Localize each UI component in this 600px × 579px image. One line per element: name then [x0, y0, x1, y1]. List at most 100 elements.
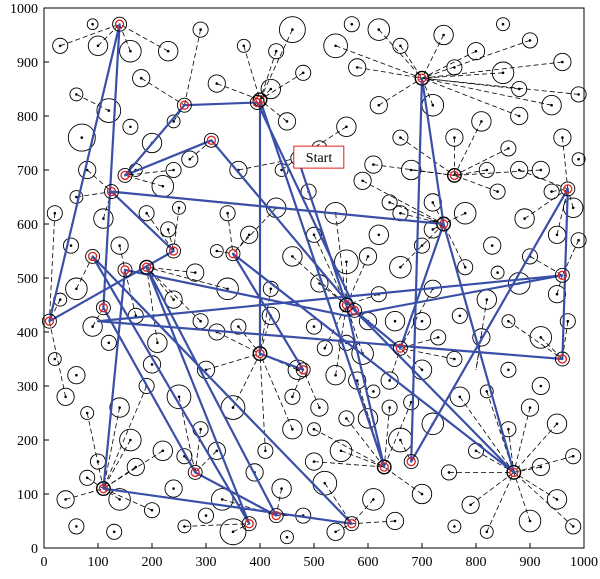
link-line	[421, 40, 531, 79]
node-dot	[102, 217, 105, 220]
node-dot	[291, 28, 294, 31]
node-dot	[91, 22, 94, 26]
node-dot	[280, 487, 283, 490]
link-line	[470, 472, 515, 506]
node-circle	[546, 413, 568, 434]
node-circle	[449, 386, 470, 407]
node-circle	[166, 384, 192, 410]
link-line	[232, 353, 261, 408]
waypoint-ring	[554, 267, 570, 283]
waypoint-ring	[338, 297, 354, 313]
link-line	[124, 169, 174, 176]
node-dot	[577, 238, 580, 242]
node-circle	[80, 406, 95, 420]
node-dot	[474, 49, 478, 53]
node-dot	[517, 87, 521, 91]
node-dot	[193, 271, 197, 274]
node-circle	[52, 37, 69, 54]
node-dot	[291, 427, 294, 431]
node-circle	[471, 111, 492, 132]
node-dot	[366, 255, 370, 258]
waypoint-marker	[298, 365, 308, 375]
node-dot	[507, 427, 510, 431]
waypoint-ring	[117, 167, 133, 183]
link-line	[351, 499, 374, 524]
link-line	[259, 72, 304, 101]
link-line	[60, 23, 120, 47]
node-circle	[56, 387, 75, 406]
link-line	[103, 488, 120, 500]
node-dot	[64, 395, 67, 399]
node-circle	[412, 312, 432, 331]
node-dot	[96, 44, 100, 48]
node-circle	[67, 123, 96, 152]
node-dot	[453, 525, 456, 528]
node-circle	[304, 452, 324, 471]
node-dot	[550, 103, 553, 107]
waypoint-ring	[554, 351, 570, 367]
node-circle	[489, 183, 506, 200]
node-dot	[453, 66, 456, 69]
node-dot	[501, 71, 505, 75]
node-dot	[577, 93, 580, 96]
node-circle	[367, 18, 391, 41]
x-tick-label: 900	[520, 555, 541, 570]
node-dot	[480, 120, 483, 123]
link-line	[400, 223, 444, 268]
axis-ticks: 0 100 200 300 400 500 600 700 800 900 1000 0 100 200 3…	[10, 2, 598, 570]
waypoint-marker	[255, 348, 265, 359]
node-dot	[150, 363, 154, 366]
node-dot	[539, 465, 543, 469]
y-tick-label: 0	[31, 542, 38, 557]
node-dot	[312, 427, 316, 431]
node-dot	[172, 168, 175, 172]
node-dot	[107, 109, 111, 112]
node-dot	[177, 395, 181, 399]
link-line	[357, 67, 423, 79]
node-dot	[388, 406, 391, 409]
node-circle	[280, 530, 294, 545]
node-circle	[164, 479, 183, 498]
link-line	[49, 321, 66, 397]
node-dot	[517, 168, 521, 172]
node-circle	[271, 478, 292, 499]
start-marker: Start	[293, 145, 345, 169]
node-dot	[442, 33, 445, 37]
node-circle	[501, 314, 516, 329]
node-dot	[431, 103, 435, 107]
node-circle	[338, 410, 355, 427]
link-line	[216, 250, 234, 255]
x-tick-label: 600	[358, 555, 379, 570]
node-circle	[380, 371, 399, 390]
node-dot	[285, 535, 289, 539]
y-tick-label: 700	[17, 164, 38, 179]
node-circle	[141, 132, 163, 154]
node-circle	[368, 224, 389, 245]
waypoint-ring	[506, 464, 522, 480]
link-line	[275, 488, 282, 516]
node-dot	[301, 71, 305, 75]
node-dot	[420, 319, 424, 323]
link-line	[389, 348, 401, 381]
waypoint-marker	[557, 270, 568, 280]
node-dot	[507, 147, 510, 150]
link-line	[86, 412, 104, 489]
node-dot	[80, 136, 84, 139]
link-line	[443, 223, 466, 268]
node-dot	[528, 406, 532, 409]
node-circle	[384, 311, 406, 332]
node-circle	[411, 483, 433, 505]
waypoint-ring	[392, 340, 408, 356]
waypoint-ring	[95, 481, 111, 497]
node-dot	[431, 201, 435, 204]
node-dot	[436, 336, 440, 339]
node-circle	[565, 448, 582, 465]
node-circle	[521, 248, 539, 265]
node-circle	[403, 394, 420, 411]
waypoint-ring	[446, 167, 462, 183]
waypoint-ring	[166, 243, 182, 259]
node-circle	[547, 285, 567, 304]
node-circle	[440, 464, 458, 481]
node-dot	[312, 325, 316, 328]
